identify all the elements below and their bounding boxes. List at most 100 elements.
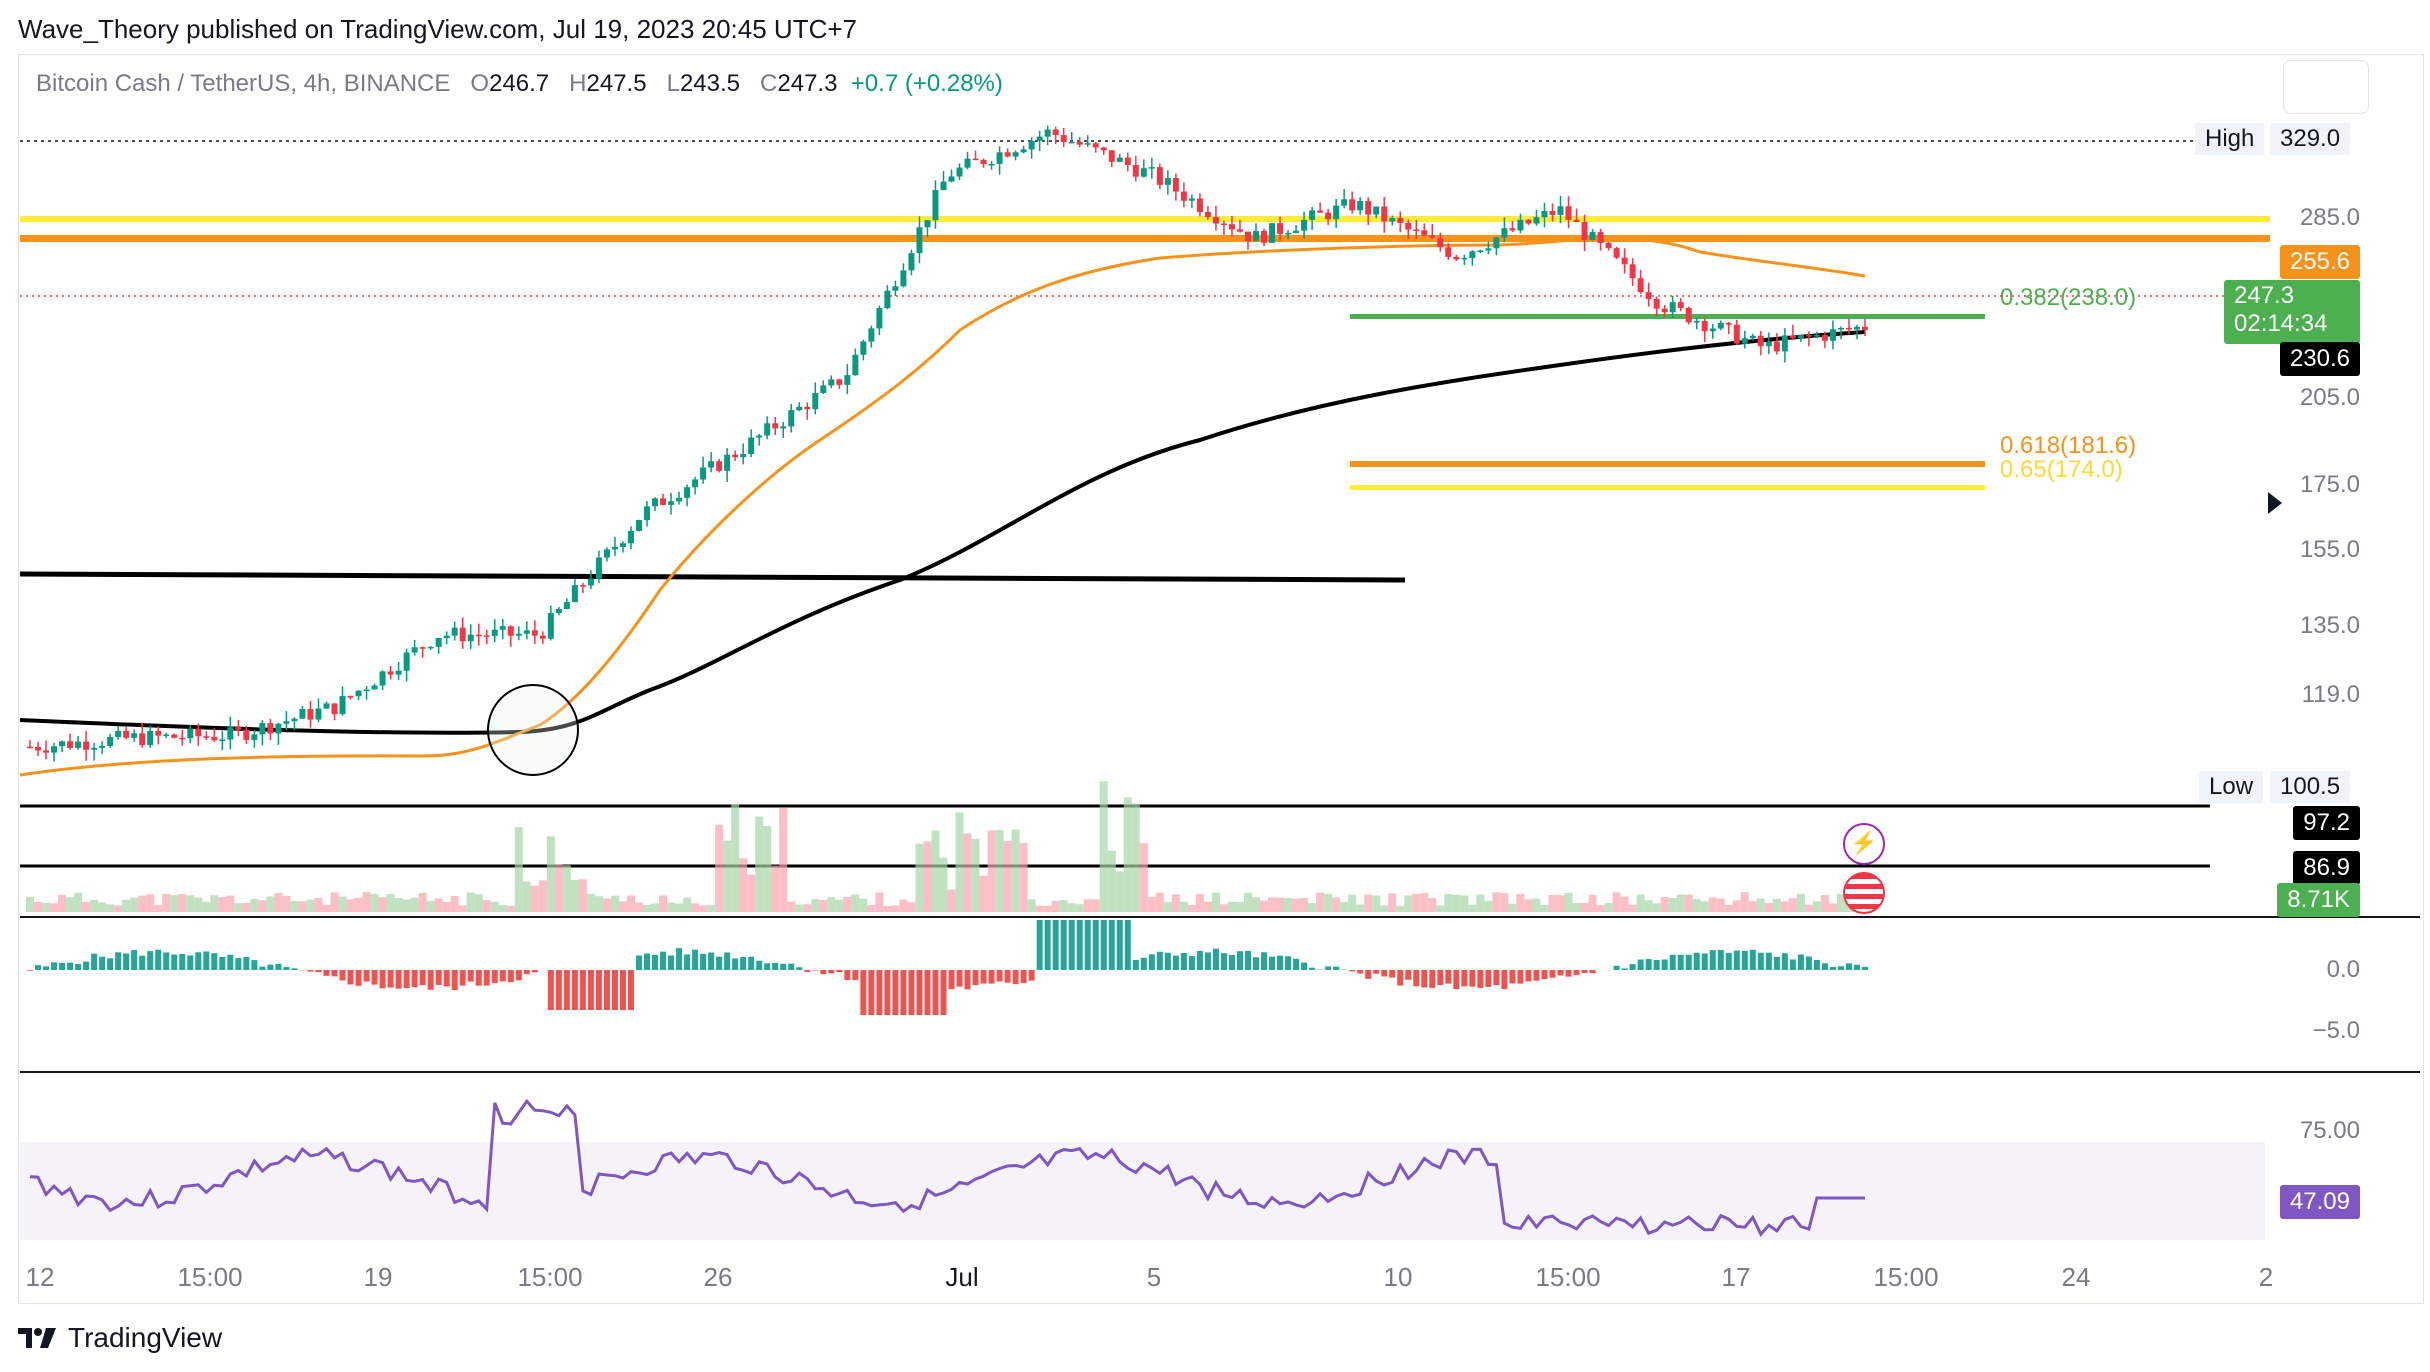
- candle-body: [211, 736, 218, 741]
- fib-618-line: [1350, 461, 1985, 467]
- high-value-tag: 329.0: [2270, 123, 2351, 155]
- tradingview-logo-icon: [18, 1328, 56, 1348]
- macd-bar: [555, 970, 562, 1010]
- volume-bar: [130, 897, 139, 912]
- macd-bar: [211, 953, 218, 970]
- volume-bar: [1252, 897, 1261, 912]
- ma200-line: [19, 330, 1866, 735]
- candle-body: [692, 479, 699, 488]
- candle-body: [547, 613, 554, 639]
- candle-body: [491, 629, 498, 637]
- volume-bar: [947, 889, 956, 912]
- candle-body: [1285, 232, 1292, 235]
- volume-bar: [1652, 903, 1661, 912]
- candle-body: [243, 729, 250, 740]
- macd-bar: [1196, 950, 1203, 970]
- candle-body: [1573, 219, 1580, 222]
- volume-bar: [1019, 842, 1028, 912]
- candle-body: [1309, 210, 1316, 220]
- volume-bar: [1780, 901, 1789, 912]
- volume-bar: [394, 898, 403, 912]
- x-tick-12: 2: [2258, 1262, 2274, 1292]
- candle-body: [1301, 219, 1308, 231]
- macd-bar: [1092, 920, 1099, 970]
- rsi-value-tag: 47.09: [2279, 1185, 2360, 1219]
- candle-body: [475, 634, 482, 637]
- macd-bar: [1509, 970, 1516, 984]
- candle-body: [1156, 167, 1163, 185]
- candle-body: [1493, 237, 1500, 249]
- macd-bar: [1044, 920, 1051, 970]
- macd-bar: [1725, 952, 1732, 970]
- volume-bar: [370, 894, 379, 912]
- volume-bar: [1692, 899, 1701, 912]
- lightning-icon[interactable]: ⚡: [1843, 823, 1885, 865]
- volume-bar: [42, 902, 51, 912]
- macd-bar: [339, 970, 346, 981]
- volume-bar: [1187, 905, 1196, 912]
- price-tick-155: 155.0: [2299, 536, 2360, 563]
- volume-bar: [1316, 892, 1325, 912]
- chart-settings-button[interactable]: [2283, 60, 2369, 114]
- macd-bar: [1733, 950, 1740, 970]
- macd-bar: [1533, 970, 1540, 981]
- volume-bar: [1195, 893, 1204, 912]
- macd-bar: [1765, 952, 1772, 970]
- candle-body: [283, 721, 290, 724]
- candle-body: [1196, 198, 1203, 213]
- candle-body: [876, 308, 883, 329]
- volume-bar: [1820, 894, 1829, 912]
- volume-bar: [1123, 797, 1132, 912]
- candle-body: [844, 375, 851, 385]
- resistance-orange-line: [20, 235, 2270, 242]
- macd-bar: [1469, 970, 1476, 987]
- volume-bar: [1155, 892, 1164, 912]
- candle-body: [1557, 206, 1564, 215]
- candle-body: [1044, 129, 1051, 137]
- volume-bar: [1612, 892, 1621, 912]
- macd-bar: [563, 970, 570, 1010]
- volume-bar: [1043, 905, 1052, 912]
- us-flag-icon[interactable]: [1843, 872, 1885, 914]
- volume-bar: [218, 897, 227, 912]
- macd-bar: [1108, 920, 1115, 970]
- symbol-legend[interactable]: Bitcoin Cash / TetherUS, 4h, BINANCE O24…: [36, 70, 1003, 98]
- candle-body: [684, 487, 691, 498]
- candle-body: [1333, 205, 1340, 220]
- candle-body: [988, 163, 995, 166]
- macd-bar: [1541, 970, 1548, 980]
- candle-body: [1733, 324, 1740, 344]
- volume-bar: [1452, 894, 1461, 912]
- macd-bar: [1293, 958, 1300, 970]
- tradingview-brand[interactable]: TradingView: [18, 1322, 222, 1354]
- volume-bar: [50, 903, 59, 912]
- volume-bar: [410, 897, 419, 912]
- candle-body: [1397, 217, 1404, 223]
- candle-body: [716, 461, 723, 471]
- macd-bar: [740, 957, 747, 970]
- volume-bar: [1836, 893, 1845, 912]
- volume-bar: [875, 892, 884, 912]
- volume-bar: [851, 894, 860, 912]
- x-tick-3: 15:00: [517, 1262, 583, 1292]
- volume-bar: [26, 896, 34, 912]
- macd-bar: [1172, 955, 1179, 970]
- macd-bar: [1621, 968, 1628, 970]
- macd-bar: [1220, 953, 1227, 970]
- volume-bar: [114, 905, 123, 912]
- macd-bar: [1493, 970, 1500, 986]
- price-tick-205: 205.0: [2299, 384, 2360, 411]
- macd-bar: [1862, 966, 1868, 970]
- macd-bar: [1004, 970, 1011, 983]
- volume-bar: [1740, 892, 1749, 912]
- macd-bar: [67, 962, 74, 970]
- volume-bar: [859, 898, 868, 912]
- candle-body: [964, 158, 971, 168]
- volume-bar: [450, 895, 459, 912]
- candle-body: [652, 498, 659, 507]
- candle-body: [1012, 152, 1019, 157]
- candle-body: [267, 723, 274, 734]
- volume-bar: [835, 899, 844, 912]
- candle-body: [1613, 248, 1620, 258]
